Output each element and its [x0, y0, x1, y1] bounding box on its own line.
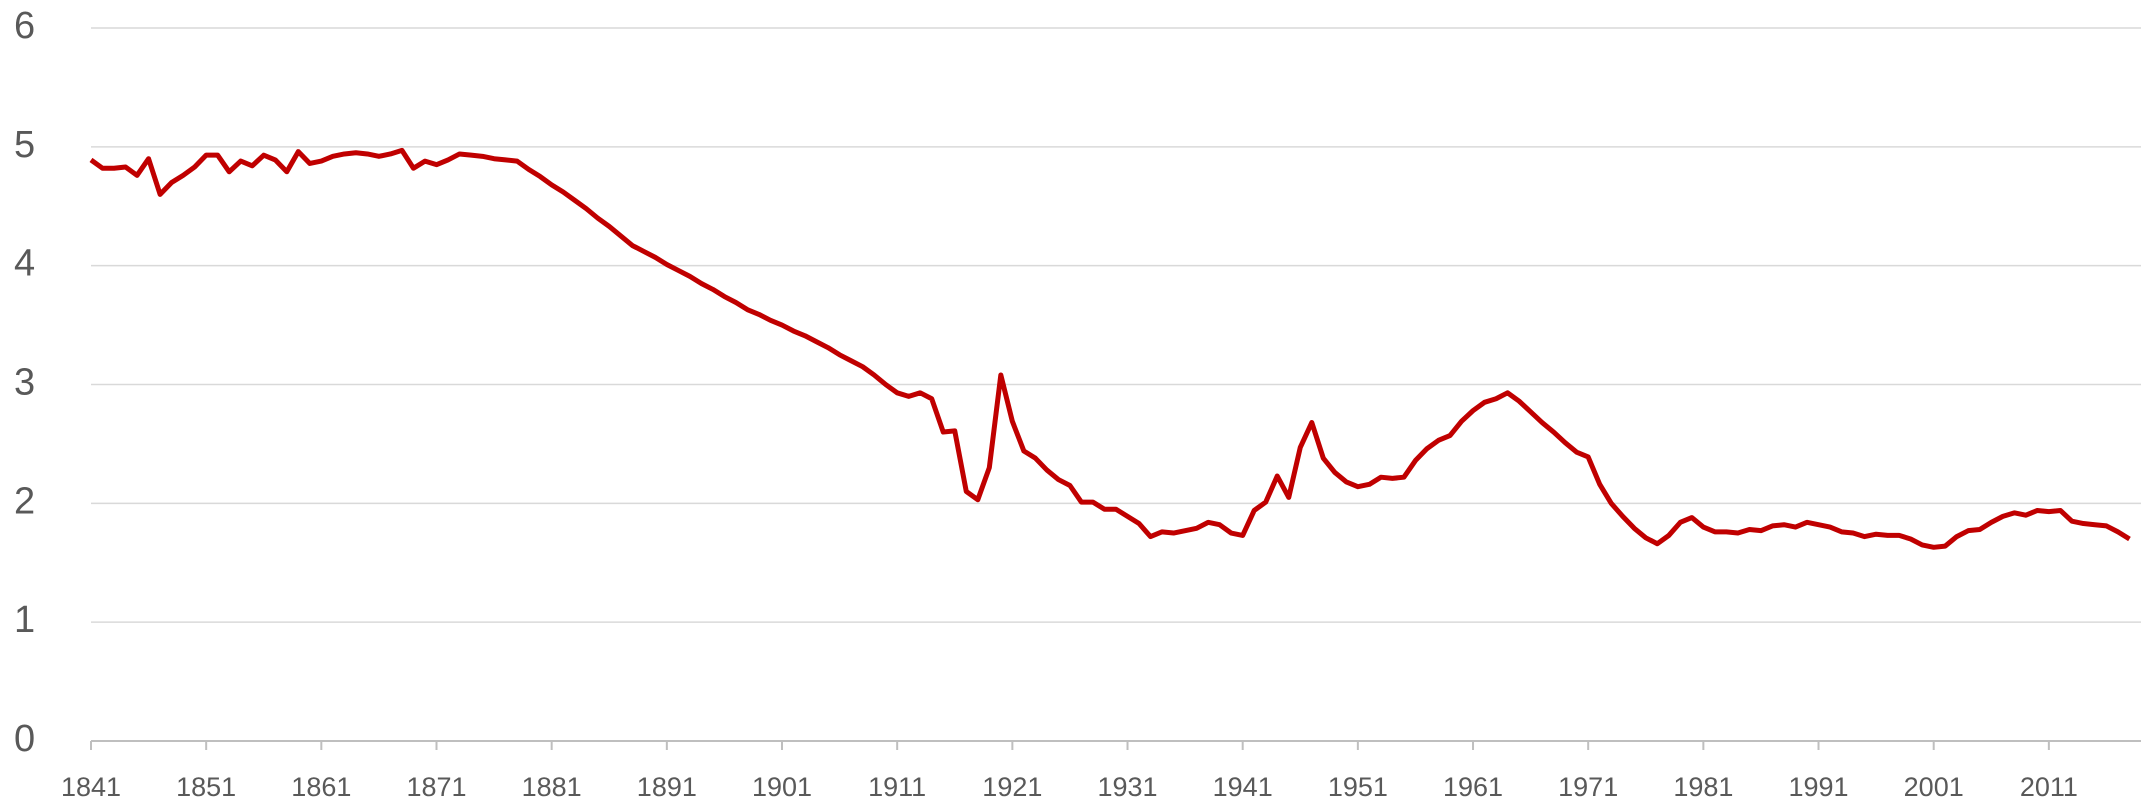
y-tick-label: 5	[14, 124, 35, 166]
x-tick-label: 1981	[1673, 772, 1733, 802]
x-tick-label: 2011	[2020, 772, 2078, 802]
x-tick-label: 1911	[868, 772, 926, 802]
x-tick-label: 1991	[1788, 772, 1848, 802]
y-tick-label: 0	[14, 718, 35, 760]
y-tick-label: 4	[14, 243, 35, 285]
x-tick-label: 1961	[1443, 772, 1503, 802]
x-tick-label: 1851	[176, 772, 236, 802]
x-tick-label: 1891	[637, 772, 697, 802]
y-tick-label: 3	[14, 362, 35, 404]
y-tick-label: 2	[14, 480, 35, 522]
x-tick-label: 1971	[1558, 772, 1618, 802]
data-line	[89, 147, 2131, 550]
x-tick-label: 1871	[406, 772, 466, 802]
x-tick-label: 1921	[982, 772, 1042, 802]
x-tick-label: 1901	[752, 772, 812, 802]
x-tick-label: 1861	[291, 772, 351, 802]
x-tick-label: 1931	[1097, 772, 1157, 802]
x-tick-label: 1881	[522, 772, 582, 802]
x-tick-label: 1951	[1328, 772, 1388, 802]
x-tick-label: 2001	[1904, 772, 1964, 802]
x-tick-label: 1941	[1213, 772, 1273, 802]
y-tick-label: 6	[14, 5, 35, 47]
y-tick-label: 1	[14, 599, 35, 641]
x-tick-label: 1841	[61, 772, 121, 802]
